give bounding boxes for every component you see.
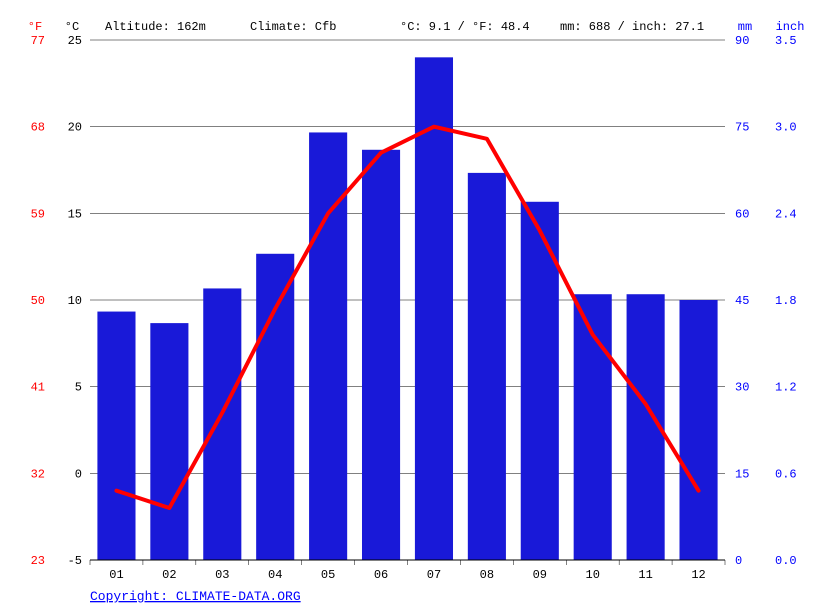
x-label: 10 [586, 568, 600, 582]
x-label: 04 [268, 568, 282, 582]
y-label-c: 20 [68, 121, 82, 135]
y-label-inch: 0.0 [775, 554, 797, 568]
y-label-f: 41 [31, 381, 45, 395]
y-label-c: 25 [68, 34, 82, 48]
y-label-mm: 45 [735, 294, 749, 308]
unit-inch: inch [776, 20, 805, 34]
y-label-f: 59 [31, 207, 45, 221]
y-label-f: 23 [31, 554, 45, 568]
x-label: 07 [427, 568, 441, 582]
y-label-mm: 60 [735, 207, 749, 221]
precip-bar [468, 173, 506, 560]
header-precip: mm: 688 / inch: 27.1 [560, 20, 704, 34]
y-label-mm: 30 [735, 381, 749, 395]
y-label-f: 50 [31, 294, 45, 308]
x-label: 02 [162, 568, 176, 582]
y-label-inch: 1.2 [775, 381, 797, 395]
precip-bar [679, 300, 717, 560]
y-label-c: 15 [68, 207, 82, 221]
y-label-c: 0 [75, 467, 82, 481]
y-label-f: 32 [31, 467, 45, 481]
header-climate: Climate: Cfb [250, 20, 336, 34]
x-label: 12 [691, 568, 705, 582]
y-label-mm: 90 [735, 34, 749, 48]
y-label-inch: 1.8 [775, 294, 797, 308]
y-label-f: 68 [31, 121, 45, 135]
x-label: 09 [533, 568, 547, 582]
y-label-c: -5 [68, 554, 82, 568]
y-label-mm: 15 [735, 467, 749, 481]
header-altitude: Altitude: 162m [105, 20, 206, 34]
header-temp: °C: 9.1 / °F: 48.4 [400, 20, 530, 34]
copyright-link[interactable]: Copyright: CLIMATE-DATA.ORG [90, 589, 301, 604]
precip-bar [150, 323, 188, 560]
climate-chart: °F °C mm inch Altitude: 162m Climate: Cfb °C: … [0, 0, 815, 611]
unit-c: °C [65, 20, 79, 34]
y-label-mm: 0 [735, 554, 742, 568]
y-label-inch: 3.0 [775, 121, 797, 135]
unit-f: °F [28, 20, 42, 34]
y-label-inch: 2.4 [775, 207, 797, 221]
y-label-mm: 75 [735, 121, 749, 135]
y-label-f: 77 [31, 34, 45, 48]
precip-bar [203, 288, 241, 560]
y-label-c: 10 [68, 294, 82, 308]
x-label: 06 [374, 568, 388, 582]
x-label: 01 [109, 568, 123, 582]
precip-bar [256, 254, 294, 560]
unit-mm: mm [738, 20, 752, 34]
y-label-c: 5 [75, 381, 82, 395]
x-label: 03 [215, 568, 229, 582]
y-label-inch: 3.5 [775, 34, 797, 48]
precip-bar [362, 150, 400, 560]
x-label: 08 [480, 568, 494, 582]
precip-bar [97, 312, 135, 560]
x-label: 11 [638, 568, 652, 582]
y-label-inch: 0.6 [775, 467, 797, 481]
x-label: 05 [321, 568, 335, 582]
